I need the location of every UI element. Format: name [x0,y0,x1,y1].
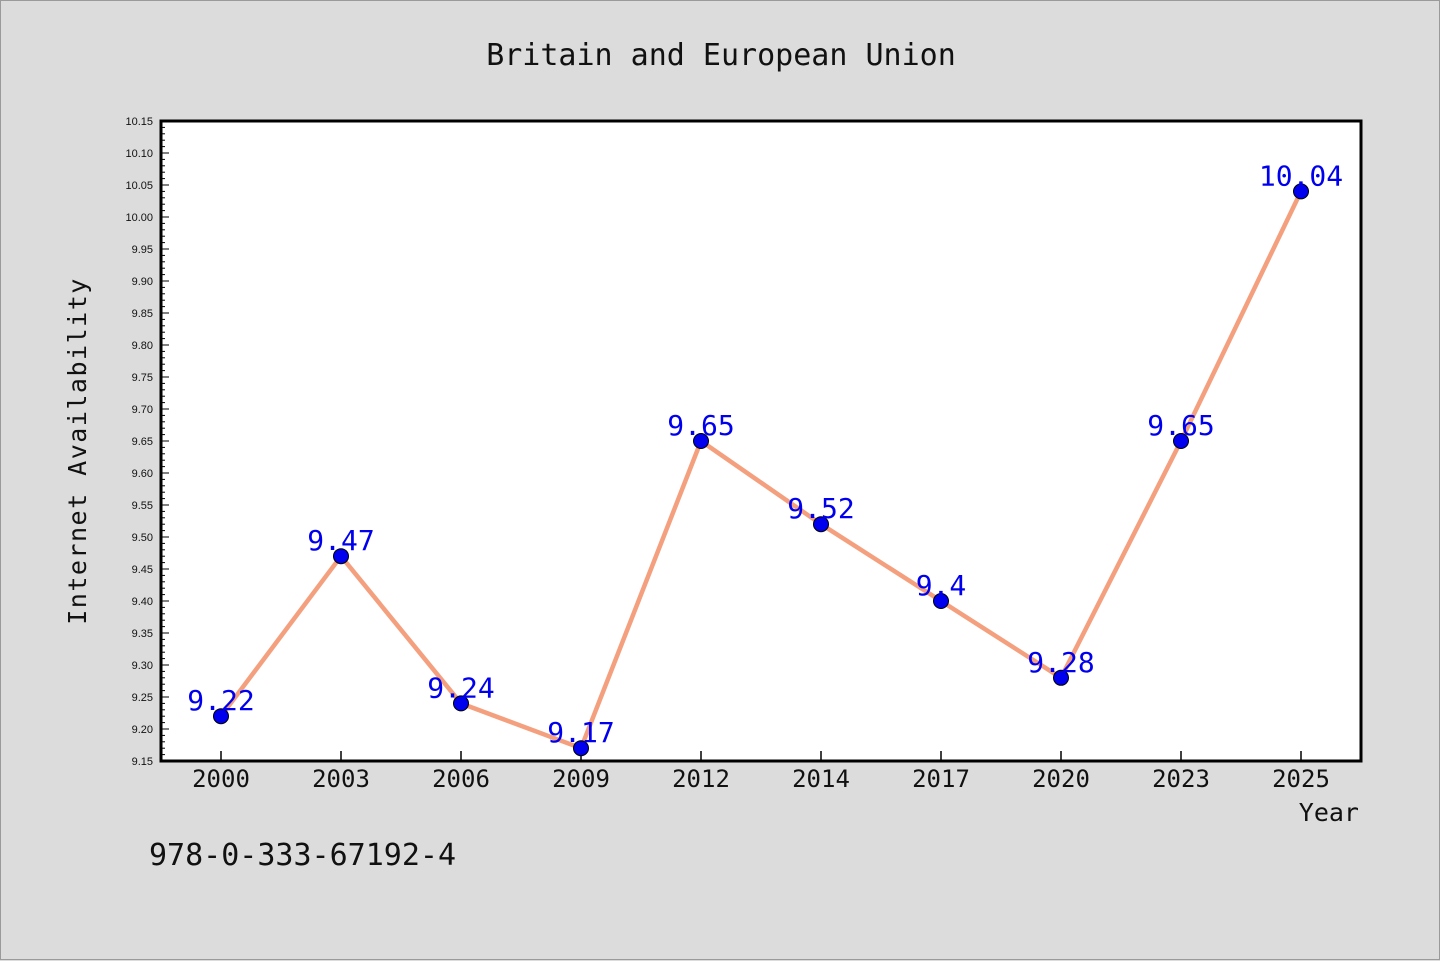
data-point [1173,433,1189,449]
data-label: 9.4 [916,569,967,602]
y-tick-label: 9.80 [132,340,153,352]
x-tick-label: 2017 [912,765,970,793]
isbn-text: 978-0-333-67192-4 [149,838,456,873]
y-tick-label: 9.30 [132,660,153,672]
x-tick-label: 2025 [1272,765,1330,793]
data-label: 9.17 [547,716,614,749]
y-tick-label: 10.15 [125,116,153,128]
y-tick-label: 10.05 [125,180,153,192]
x-tick-label: 2020 [1032,765,1090,793]
x-tick-label: 2009 [552,765,610,793]
y-tick-label: 9.35 [132,628,153,640]
x-tick-label: 2006 [432,765,490,793]
x-axis-label: Year [1299,798,1359,827]
data-point [693,433,709,449]
x-axis: 2000 2003 2006 2009 2012 2014 2017 2020 2023 2025 [192,751,1330,793]
y-tick-label: 9.75 [132,372,153,384]
data-point [573,740,589,757]
data-label: 9.52 [787,492,854,525]
x-tick-label: 2012 [672,765,730,793]
y-axis-label: Internet Availability [63,277,92,625]
data-label: 9.65 [667,409,734,442]
data-label: 9.28 [1027,646,1094,679]
y-tick-label: 9.90 [132,276,153,288]
y-tick-label: 9.20 [132,724,153,736]
plot-area [159,119,1363,763]
x-tick-label: 2014 [792,765,850,793]
y-axis: 9.15 9.20 9.25 9.30 9.35 9.40 9.45 9.50 9.55 9.60… [125,116,169,768]
x-tick-label: 2023 [1152,765,1210,793]
y-tick-label: 9.95 [132,244,153,256]
data-label: 9.47 [307,524,374,557]
data-label: 9.24 [427,671,494,704]
data-point [453,695,469,712]
y-tick-label: 10.00 [125,212,153,224]
series-group: 9.22 9.47 9.24 9.17 9.65 9.52 9.4 9.28 9.65 10.04 [187,159,1343,757]
y-tick-label: 9.60 [132,468,153,480]
data-point [333,548,349,565]
data-label: 9.65 [1147,409,1214,442]
y-tick-label: 9.70 [132,404,153,416]
y-tick-label: 9.45 [132,564,153,576]
x-tick-label: 2003 [312,765,370,793]
y-tick-label: 9.55 [132,500,153,512]
y-tick-label: 9.85 [132,308,153,320]
data-label: 10.04 [1259,159,1343,192]
data-point [1293,183,1309,200]
y-tick-label: 10.10 [125,148,153,160]
data-point [933,593,949,609]
y-tick-label: 9.25 [132,692,153,704]
data-label: 9.22 [187,684,254,717]
y-tick-label: 9.65 [132,436,153,448]
data-point [213,708,229,725]
y-tick-label: 9.40 [132,596,153,608]
x-tick-label: 2000 [192,765,250,793]
chart-title: Britain and European Union [486,38,956,73]
data-point [813,516,829,533]
y-tick-label: 9.15 [132,756,153,768]
series-line [219,190,1304,751]
y-tick-label: 9.50 [132,532,153,544]
data-point [1053,669,1069,686]
